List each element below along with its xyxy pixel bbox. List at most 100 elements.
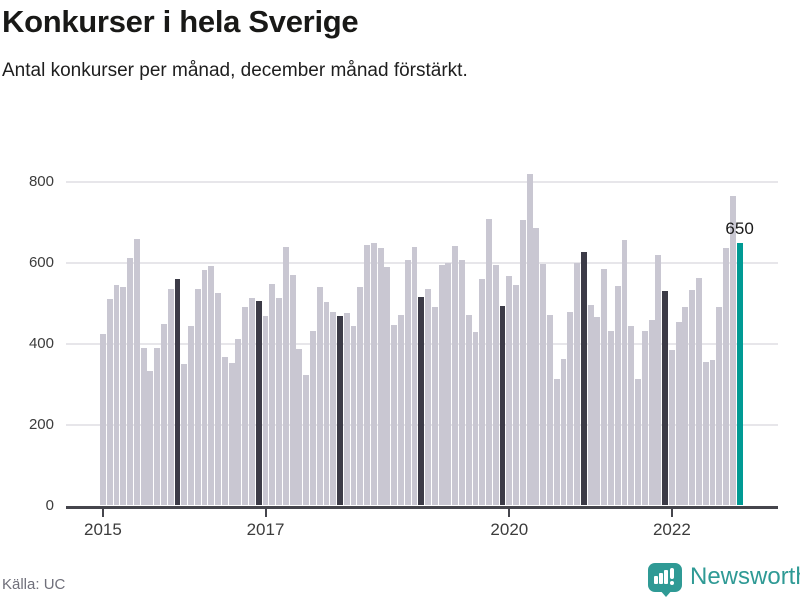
bar-2022-07: [709, 360, 716, 506]
bar-2022-05: [696, 277, 702, 506]
bar-2018-06: [377, 248, 384, 506]
x-axis-label-2015: 2015: [84, 519, 122, 539]
bar-2020-07: [547, 314, 553, 506]
x-axis-label-2017: 2017: [246, 519, 285, 539]
bar-2020-06: [540, 264, 547, 506]
bar-2017-10: [323, 302, 330, 506]
logo-wordmark: Newsworthy: [690, 563, 800, 590]
bar-2015-01: [100, 333, 106, 506]
bar-2015-05: [127, 258, 133, 506]
bar-chart: 0 200 400 600 800 2015 2017 2020 2022 650: [0, 150, 800, 550]
bar-2016-02: [188, 325, 194, 506]
bar-2015-06: [133, 238, 140, 506]
bar-2015-09: [154, 347, 161, 506]
bar-2020-08: [553, 379, 560, 506]
bar-2019-09: [479, 279, 486, 506]
x-tick-2022: [670, 508, 673, 517]
bar-2017-02: [269, 284, 276, 506]
y-axis-label-600: 600: [28, 254, 54, 272]
bar-2015-02: [106, 299, 113, 506]
logo-bar-tall: [664, 570, 668, 584]
bar-2019-03: [438, 265, 445, 506]
x-axis-line: [66, 505, 778, 509]
bar-2022-02: [675, 322, 682, 506]
bar-2022-09: [723, 247, 729, 506]
bar-2020-12: [580, 251, 587, 506]
bar-2020-10: [567, 311, 574, 506]
logo-bar-medium: [659, 573, 663, 584]
bar-2016-03: [194, 289, 201, 506]
bar-2016-09: [235, 339, 242, 506]
bar-2020-03: [519, 219, 526, 506]
bar-2021-07: [628, 326, 635, 506]
bar-2021-03: [601, 268, 608, 506]
page-title: Konkurser i hela Sverige: [2, 4, 359, 39]
bar-2018-01: [343, 312, 350, 506]
gridline-600: [66, 262, 778, 265]
bar-2016-07: [221, 356, 228, 506]
bar-2017-05: [289, 275, 296, 506]
last-value-label: 650: [725, 218, 754, 238]
x-tick-2015: [101, 508, 104, 517]
bar-2017-03: [276, 297, 282, 506]
bar-2019-07: [465, 314, 472, 506]
bar-2016-05: [208, 266, 215, 506]
bar-2019-05: [452, 246, 459, 506]
bar-2019-04: [445, 263, 452, 506]
bar-2020-11: [574, 263, 580, 506]
bar-2022-03: [682, 307, 689, 506]
bar-2020-01: [506, 275, 513, 506]
x-axis-label-2022: 2022: [652, 519, 691, 539]
bar-2019-11: [492, 265, 499, 506]
bar-2015-08: [147, 370, 154, 506]
bar-2015-07: [140, 347, 147, 506]
bar-2022-10: [729, 196, 736, 506]
bar-2021-10: [648, 319, 655, 506]
bar-2021-12: [662, 291, 669, 506]
y-axis-label-400: 400: [28, 334, 54, 352]
y-axis-label-800: 800: [28, 173, 54, 191]
bar-2018-11: [411, 246, 418, 506]
bar-2017-01: [262, 316, 269, 506]
bar-chart-speech-bubble-icon: [648, 563, 682, 592]
y-axis-label-200: 200: [28, 415, 54, 433]
bar-2019-12: [499, 306, 506, 506]
bar-2017-04: [282, 246, 289, 506]
bar-2019-02: [431, 307, 438, 506]
speech-bubble-tail: [659, 589, 673, 597]
bar-2016-04: [201, 269, 208, 506]
bar-2018-08: [391, 325, 398, 506]
newsworthy-logo: Newsworthy: [646, 561, 800, 599]
bar-2021-06: [621, 240, 628, 506]
bar-2017-06: [296, 348, 303, 506]
bar-2022-11: [736, 242, 743, 506]
bar-2021-05: [614, 286, 621, 506]
bar-2017-11: [330, 311, 337, 506]
bar-2016-06: [215, 292, 222, 506]
bar-2017-09: [316, 287, 323, 506]
source-note: Källa: UC: [2, 576, 66, 593]
bar-2015-11: [167, 289, 174, 506]
bar-2018-07: [384, 267, 391, 506]
bar-2018-09: [398, 315, 404, 506]
bar-2022-01: [668, 349, 675, 506]
logo-exclamation-dot: [669, 581, 674, 585]
bar-2016-01: [181, 364, 188, 506]
bar-2018-12: [418, 296, 425, 506]
bar-2017-07: [303, 375, 310, 506]
bar-2022-08: [716, 307, 723, 506]
logo-bar-small: [654, 576, 658, 584]
bar-2016-12: [255, 301, 262, 506]
bar-2018-02: [350, 325, 357, 506]
bar-2016-10: [242, 306, 249, 506]
bar-2015-03: [113, 285, 120, 506]
bar-2020-05: [533, 228, 540, 506]
logo-exclamation-stroke: [669, 568, 674, 579]
bar-2021-08: [635, 379, 641, 506]
bar-2021-04: [607, 330, 614, 506]
bar-2018-05: [370, 242, 377, 506]
bar-2021-01: [587, 304, 594, 506]
bar-2016-11: [249, 297, 255, 506]
chart-subtitle: Antal konkurser per månad, december måna…: [2, 60, 468, 81]
